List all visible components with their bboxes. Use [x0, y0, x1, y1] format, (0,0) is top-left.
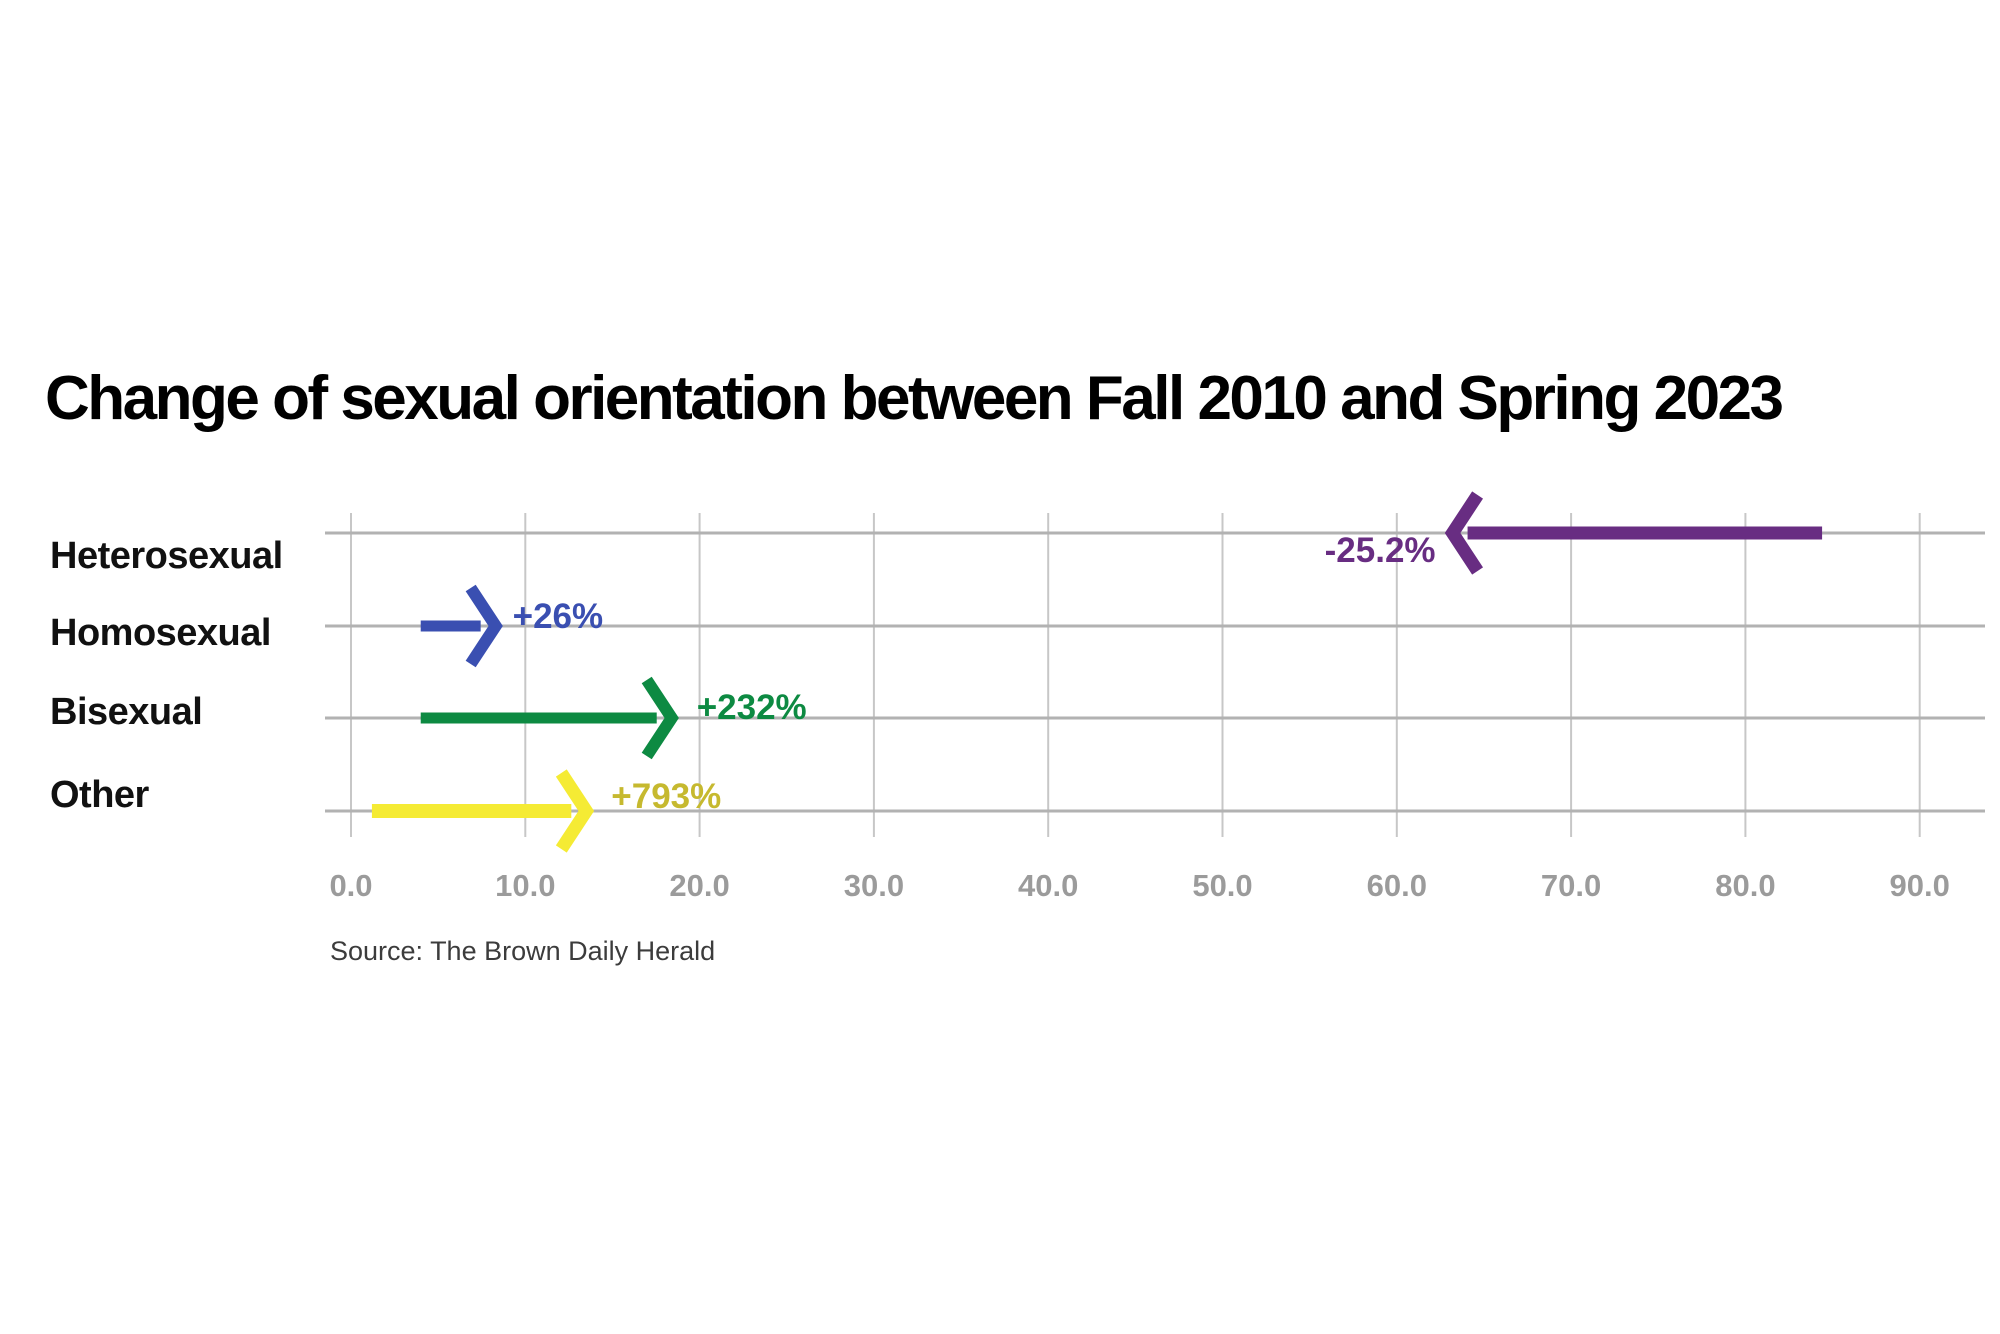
arrow-head: [465, 584, 503, 668]
tick-label: 70.0: [1540, 868, 1602, 903]
tick-label: 80.0: [1715, 868, 1776, 903]
category-label: Homosexual: [50, 612, 271, 654]
tick-label: 30.0: [843, 868, 905, 903]
category-label: Bisexual: [50, 691, 203, 733]
arrow-head: [1444, 491, 1484, 575]
change-label: +26%: [513, 597, 604, 636]
change-label: +793%: [611, 777, 721, 816]
tick-label: 60.0: [1366, 868, 1427, 903]
tick-label: 40.0: [1018, 868, 1079, 903]
tick-label: 50.0: [1192, 868, 1253, 903]
arrow-head: [641, 676, 679, 760]
arrow-head: [555, 769, 595, 853]
tick-label: 20.0: [669, 868, 730, 903]
chart-title: Change of sexual orientation between Fal…: [45, 364, 1784, 433]
tick-label: 10.0: [495, 868, 556, 903]
change-label: +232%: [697, 688, 807, 727]
category-label: Other: [50, 774, 149, 816]
change-label: -25.2%: [1325, 531, 1436, 570]
category-label: Heterosexual: [50, 535, 283, 577]
source-note: Source: The Brown Daily Herald: [330, 936, 716, 966]
tick-label: 90.0: [1889, 868, 1950, 903]
tick-label: 0.0: [329, 868, 373, 903]
